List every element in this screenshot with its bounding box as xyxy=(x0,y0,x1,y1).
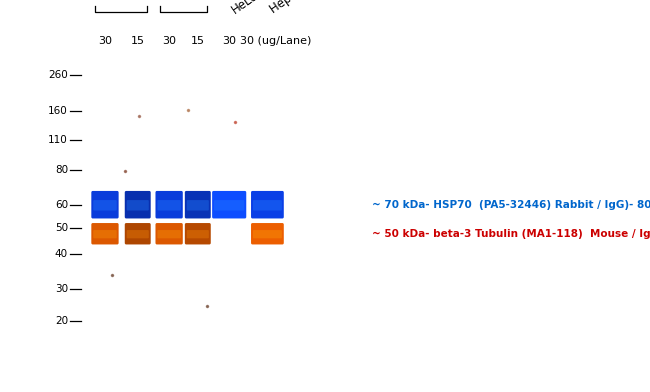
Text: 30: 30 xyxy=(55,284,68,294)
Text: 60: 60 xyxy=(55,200,68,210)
FancyBboxPatch shape xyxy=(127,200,149,211)
Text: 160: 160 xyxy=(48,107,68,116)
FancyBboxPatch shape xyxy=(91,191,118,218)
FancyBboxPatch shape xyxy=(93,200,117,211)
Text: 30: 30 xyxy=(98,36,112,46)
FancyBboxPatch shape xyxy=(157,200,181,211)
FancyBboxPatch shape xyxy=(91,223,118,245)
Text: Hep G2: Hep G2 xyxy=(267,0,311,16)
FancyBboxPatch shape xyxy=(185,191,211,218)
FancyBboxPatch shape xyxy=(125,191,151,218)
Text: HeLa: HeLa xyxy=(229,0,261,16)
FancyBboxPatch shape xyxy=(127,230,149,238)
Text: 80: 80 xyxy=(55,165,68,174)
Text: 260: 260 xyxy=(48,70,68,80)
FancyBboxPatch shape xyxy=(187,200,209,211)
FancyBboxPatch shape xyxy=(125,223,151,245)
FancyBboxPatch shape xyxy=(155,191,183,218)
FancyBboxPatch shape xyxy=(185,223,211,245)
FancyBboxPatch shape xyxy=(155,223,183,245)
Text: 30: 30 xyxy=(162,36,176,46)
Text: 20: 20 xyxy=(55,316,68,326)
FancyBboxPatch shape xyxy=(253,200,282,211)
Text: 30 (ug/Lane): 30 (ug/Lane) xyxy=(240,36,311,46)
FancyBboxPatch shape xyxy=(214,200,244,211)
FancyBboxPatch shape xyxy=(251,191,284,218)
FancyBboxPatch shape xyxy=(251,223,284,245)
FancyBboxPatch shape xyxy=(93,230,117,238)
FancyBboxPatch shape xyxy=(187,230,209,238)
Text: ~ 70 kDa- HSP70  (PA5-32446) Rabbit / IgG)- 800nm: ~ 70 kDa- HSP70 (PA5-32446) Rabbit / IgG… xyxy=(372,200,650,210)
Text: ~ 50 kDa- beta-3 Tubulin (MA1-118)  Mouse / IgG2a- 568nm: ~ 50 kDa- beta-3 Tubulin (MA1-118) Mouse… xyxy=(372,229,650,239)
Text: 50: 50 xyxy=(55,223,68,232)
FancyBboxPatch shape xyxy=(157,230,181,238)
Text: 15: 15 xyxy=(191,36,205,46)
FancyBboxPatch shape xyxy=(212,191,246,218)
FancyBboxPatch shape xyxy=(253,230,282,238)
Text: 40: 40 xyxy=(55,249,68,259)
Text: 30: 30 xyxy=(222,36,236,46)
Text: 15: 15 xyxy=(131,36,145,46)
Text: 110: 110 xyxy=(48,136,68,145)
